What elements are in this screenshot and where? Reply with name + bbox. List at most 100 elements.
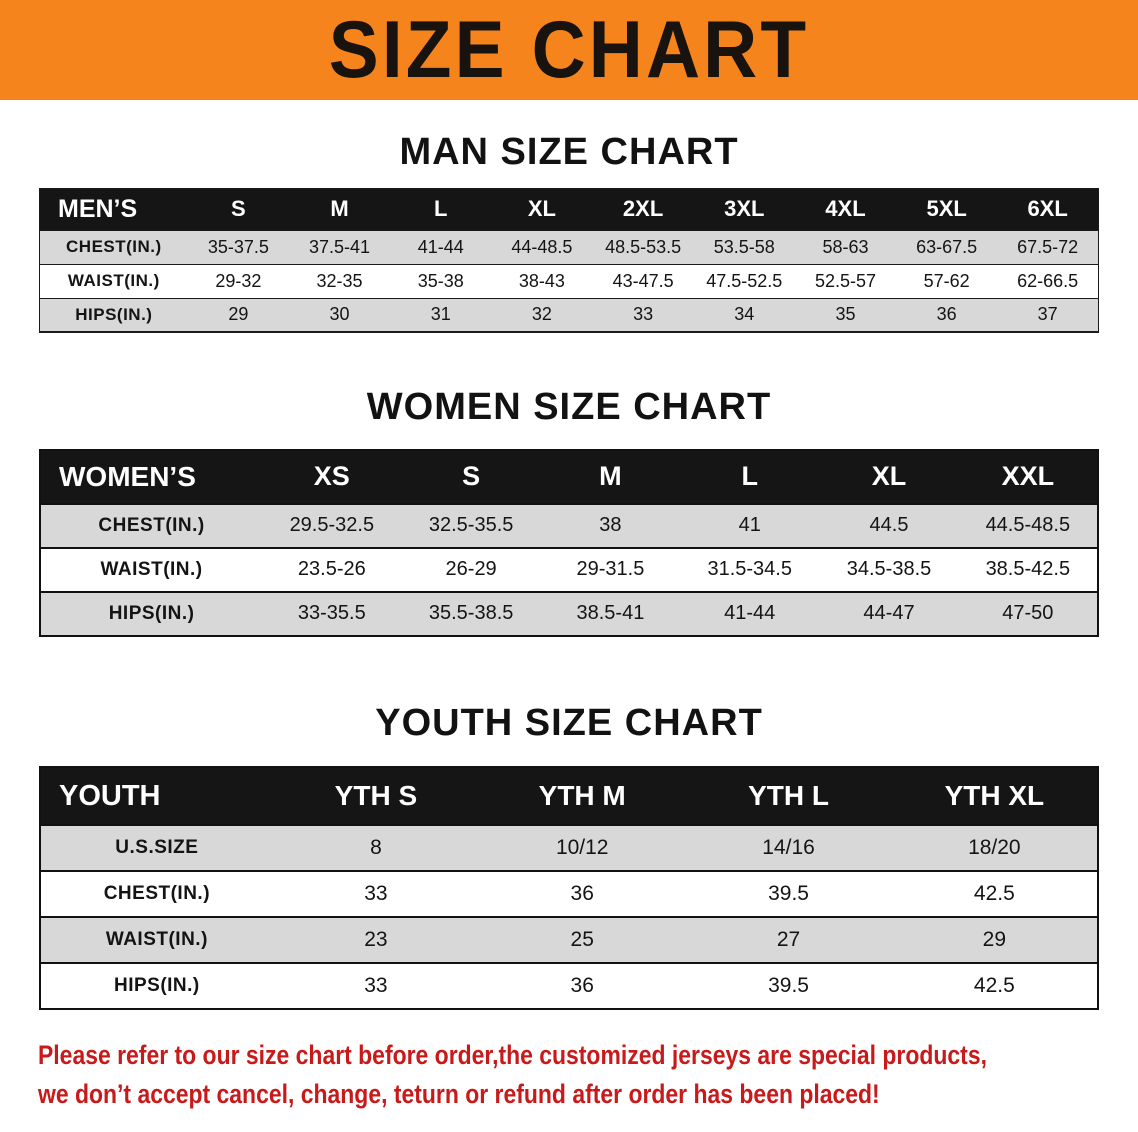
measurement-value-cell: 35 <box>835 304 856 325</box>
size-header-cell: 4XL <box>794 188 897 231</box>
measurement-value-cell: 33 <box>633 304 654 325</box>
size-header-cell: S <box>187 188 289 231</box>
measurement-row: U.S.SIZE 8 10/12 14/16 18/20 <box>40 825 1098 872</box>
size-header-cell: M <box>540 449 681 504</box>
row-label-cell: U.S.SIZE <box>115 837 199 859</box>
youth-size-section: YOUTH SIZE CHART YOUTH YTH S YTH M YTH L YTH… <box>0 701 1138 1011</box>
measurement-value-cell: 44-47 <box>863 602 915 625</box>
measurement-value-cell: 41 <box>738 514 761 537</box>
measurement-value-cell: 52.5-57 <box>814 270 876 291</box>
measurement-value-cell: 37 <box>1037 304 1058 325</box>
disclaimer-line-1: Please refer to our size chart before or… <box>38 1040 987 1071</box>
row-label-cell: WAIST(IN.) <box>67 271 160 291</box>
measurement-value-cell: 53.5-58 <box>713 236 775 257</box>
measurement-value-cell: 42.5 <box>973 974 1015 998</box>
women-size-section: WOMEN SIZE CHART WOMEN’S XS S M L XL XXL CHEST(… <box>0 385 1138 637</box>
men-size-table: MEN’S S M L XL 2XL 3XL 4XL 5XL 6XL CHEST(IN.) 35-37… <box>39 187 1099 334</box>
measurement-value-cell: 29 <box>982 928 1007 952</box>
size-header-cell: XS <box>262 449 402 504</box>
measurement-value-cell: 23.5-26 <box>297 558 366 581</box>
measurement-value-cell: 34 <box>734 304 755 325</box>
measurement-value-cell: 63-67.5 <box>916 236 978 257</box>
row-label-cell: CHEST(IN.) <box>98 514 205 536</box>
measurement-row: WAIST(IN.) 23.5-26 26-29 29-31.5 31.5-34.5 34… <box>40 547 1098 592</box>
measurement-row: HIPS(IN.) 33 36 39.5 42.5 <box>40 963 1098 1010</box>
measurement-value-cell: 31.5-34.5 <box>707 558 792 581</box>
page-title: SIZE CHART <box>328 5 810 95</box>
row-label-cell: HIPS(IN.) <box>113 975 200 997</box>
measurement-value-cell: 38 <box>599 514 622 537</box>
measurement-value-cell: 38-43 <box>518 270 565 291</box>
size-header-cell: XXL <box>958 449 1098 504</box>
measurement-value-cell: 67.5-72 <box>1017 236 1079 257</box>
measurement-value-cell: 33 <box>364 974 388 998</box>
table-title-cell: YOUTH <box>40 767 273 826</box>
table-title-cell: WOMEN’S <box>40 449 263 504</box>
measurement-value-cell: 33 <box>364 882 388 906</box>
measurement-value-cell: 44.5 <box>869 514 909 537</box>
row-label-cell: CHEST(IN.) <box>66 237 162 257</box>
measurement-value-cell: 18/20 <box>968 836 1021 860</box>
measurement-value-cell: 25 <box>570 928 594 952</box>
measurement-row: HIPS(IN.) 29 30 31 32 33 34 35 36 37 <box>39 298 1099 333</box>
measurement-value-cell: 35-37.5 <box>207 236 269 257</box>
size-header-cell: XL <box>491 188 593 231</box>
measurement-row: WAIST(IN.) 23 25 27 29 <box>40 917 1098 964</box>
measurement-value-cell: 29-31.5 <box>576 558 645 581</box>
women-section-heading: WOMEN SIZE CHART <box>366 386 772 429</box>
size-header-cell: YTH L <box>685 767 892 826</box>
size-header-cell: L <box>680 449 820 504</box>
measurement-value-cell: 32.5-35.5 <box>428 514 514 537</box>
measurement-value-cell: 33-35.5 <box>297 602 366 625</box>
measurement-value-cell: 41-44 <box>417 236 464 257</box>
men-section-heading: MAN SIZE CHART <box>399 131 739 173</box>
disclaimer-line-2: we don’t accept cancel, change, teturn o… <box>38 1079 880 1110</box>
disclaimer: Please refer to our size chart before or… <box>38 1036 1109 1114</box>
measurement-value-cell: 47.5-52.5 <box>706 270 783 291</box>
row-label-cell: CHEST(IN.) <box>103 883 211 905</box>
measurement-row: HIPS(IN.) 33-35.5 35.5-38.5 38.5-41 41-44 44-… <box>40 591 1098 636</box>
size-header-cell: YTH S <box>272 767 480 826</box>
women-size-table: WOMEN’S XS S M L XL XXL CHEST(IN.) 29.5-32.5 32.5… <box>39 448 1099 637</box>
measurement-value-cell: 26-29 <box>445 558 497 581</box>
size-header-cell: XL <box>819 449 959 504</box>
measurement-value-cell: 10/12 <box>555 836 609 860</box>
measurement-value-cell: 35-38 <box>417 270 464 291</box>
size-header-cell: 5XL <box>896 188 998 231</box>
youth-size-table: YOUTH YTH S YTH M YTH L YTH XL U.S.SIZE 8 10/12… <box>39 766 1099 1011</box>
measurement-value-cell: 37.5-41 <box>309 236 371 257</box>
row-label-cell: HIPS(IN.) <box>108 602 195 624</box>
size-table-header-row: MEN’S S M L XL 2XL 3XL 4XL 5XL 6XL <box>39 188 1099 231</box>
measurement-value-cell: 43-47.5 <box>612 270 674 291</box>
measurement-row: CHEST(IN.) 35-37.5 37.5-41 41-44 44-48.5 48.5… <box>39 230 1099 265</box>
measurement-value-cell: 39.5 <box>768 974 809 998</box>
measurement-row: CHEST(IN.) 29.5-32.5 32.5-35.5 38 41 44.5 44.5… <box>40 503 1098 548</box>
measurement-value-cell: 48.5-53.5 <box>605 236 682 257</box>
measurement-value-cell: 42.5 <box>973 882 1015 906</box>
youth-section-heading: YOUTH SIZE CHART <box>375 701 763 744</box>
size-header-cell: 6XL <box>997 188 1099 231</box>
measurement-value-cell: 31 <box>430 304 451 325</box>
measurement-value-cell: 14/16 <box>762 836 815 860</box>
row-label-cell: HIPS(IN.) <box>75 304 153 324</box>
measurement-value-cell: 34.5-38.5 <box>846 558 932 581</box>
measurement-value-cell: 27 <box>776 928 801 952</box>
men-size-section: MAN SIZE CHART MEN’S S M L XL 2XL 3XL 4XL 5XL 6XL… <box>0 130 1138 334</box>
measurement-row: WAIST(IN.) 29-32 32-35 35-38 38-43 43-47.5 47.… <box>39 264 1099 299</box>
measurement-value-cell: 29.5-32.5 <box>289 514 375 537</box>
measurement-value-cell: 57-62 <box>923 270 970 291</box>
measurement-value-cell: 38.5-41 <box>576 602 645 625</box>
size-header-cell: 2XL <box>592 188 694 231</box>
measurement-value-cell: 41-44 <box>724 602 776 625</box>
size-header-cell: 3XL <box>693 188 795 231</box>
size-header-cell: YTH XL <box>891 767 1098 826</box>
measurement-value-cell: 23 <box>364 928 388 952</box>
measurement-value-cell: 36 <box>570 974 594 998</box>
measurement-value-cell: 47-50 <box>1002 602 1054 625</box>
size-header-cell: L <box>390 188 492 231</box>
measurement-value-cell: 44.5-48.5 <box>985 514 1071 537</box>
table-title-cell: MEN’S <box>39 188 188 231</box>
measurement-value-cell: 29-32 <box>215 270 262 291</box>
row-label-cell: WAIST(IN.) <box>100 558 203 580</box>
